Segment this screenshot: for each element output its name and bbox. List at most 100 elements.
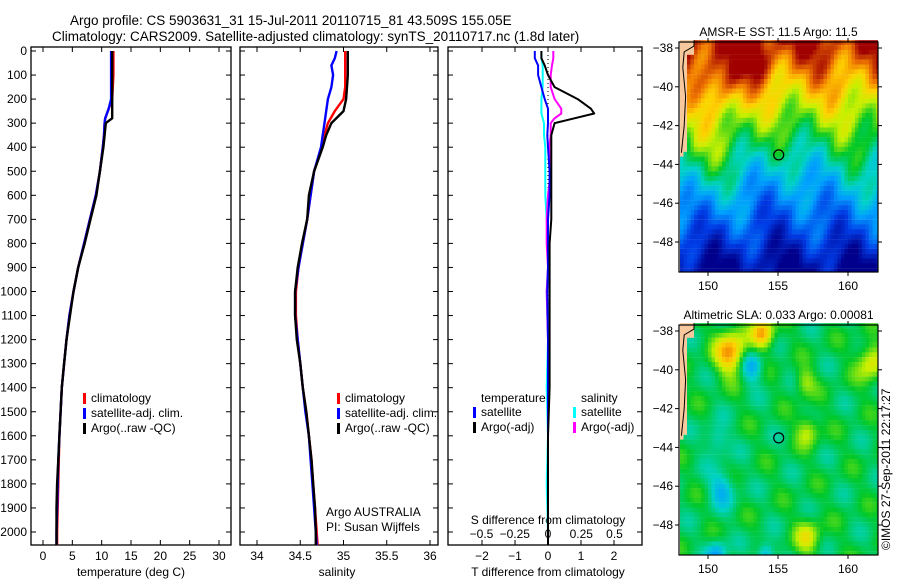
sla-map-cell: [715, 342, 719, 348]
sst-map-cell: [739, 83, 744, 89]
sst-map-cell: [837, 151, 842, 157]
sst-map-cell: [792, 205, 796, 211]
sst-map-cell: [792, 161, 796, 167]
sst-map-cell: [757, 79, 761, 84]
sst-map-cell: [680, 234, 684, 240]
sst-map-cell: [764, 243, 768, 249]
sst-map-cell: [743, 59, 747, 65]
sla-map-cell: [718, 429, 723, 435]
sst-map-cell: [781, 142, 786, 148]
sla-map-cell: [844, 381, 849, 387]
sla-map-cell: [806, 459, 810, 464]
sst-map-cell: [837, 161, 842, 167]
sst-map-cell: [753, 253, 758, 259]
sla-map-cell: [694, 371, 698, 377]
sst-map-cell: [872, 171, 877, 177]
sla-map-cell: [690, 429, 695, 435]
sla-map-cell: [837, 381, 842, 387]
sst-map-cell: [806, 180, 810, 186]
sst-map-cell: [809, 161, 814, 167]
sla-map-cell: [732, 429, 737, 435]
sst-map-cell: [876, 239, 878, 245]
sla-map-cell: [862, 468, 866, 474]
sla-map-cell: [792, 332, 796, 338]
sla-map-cell: [834, 478, 838, 484]
sst-map-cell: [799, 54, 803, 60]
sst-map-cell: [799, 142, 803, 148]
sst-map-cell: [865, 151, 870, 157]
sla-map-cell: [732, 425, 737, 431]
sst-map-cell: [799, 64, 803, 70]
sst-map-cell: [837, 108, 842, 114]
sst-map-cell: [806, 142, 810, 148]
sst-map-cell: [823, 166, 828, 172]
sla-map-cell: [729, 473, 733, 479]
sla-map-cell: [788, 459, 793, 464]
sla-map-cell: [718, 444, 723, 450]
sst-map-cell: [834, 214, 838, 220]
sst-map-cell: [799, 268, 803, 273]
sst-map-cell: [683, 137, 688, 143]
sst-map-cell: [778, 258, 782, 264]
sla-map-cell: [708, 337, 712, 343]
sst-map-cell: [858, 253, 863, 259]
sst-map-cell: [736, 234, 740, 240]
sst-map-cell: [848, 239, 852, 245]
sst-map-cell: [837, 219, 842, 225]
sst-map-cell: [701, 190, 705, 196]
sst-map-cell: [809, 64, 814, 70]
sst-map-cell: [757, 122, 761, 128]
sst-map-cell: [750, 113, 754, 118]
sla-map-cell: [869, 473, 873, 479]
sla-map-cell: [715, 366, 719, 372]
sla-map-cell: [687, 332, 691, 338]
sst-map-cell: [771, 190, 775, 196]
sst-map-cell: [802, 234, 807, 240]
sla-map-cell: [725, 386, 730, 392]
sla-map-cell: [743, 357, 747, 363]
sdiff-tick-label: −0.25: [500, 527, 531, 541]
sst-map-cell: [869, 59, 873, 65]
sla-map-cell: [697, 439, 702, 445]
sst-map-cell: [729, 127, 733, 133]
sst-map-cell: [820, 205, 824, 211]
sst-map-cell: [869, 93, 873, 99]
sst-map-cell: [799, 195, 803, 201]
sst-map-cell: [837, 229, 842, 235]
sst-map-cell: [851, 117, 856, 123]
sst-map-cell: [746, 117, 751, 123]
sla-map-cell: [823, 337, 828, 343]
sst-map-cell: [865, 239, 870, 245]
sla-map-cell: [781, 366, 786, 372]
sla-map-cell: [795, 473, 800, 479]
sla-map-cell: [743, 425, 747, 431]
sla-map-cell: [827, 332, 831, 338]
sst-map-cell: [757, 176, 761, 181]
sla-map-cell: [718, 371, 723, 377]
sst-map-cell: [690, 185, 695, 191]
sla-map-cell: [872, 425, 877, 431]
sla-map-cell: [725, 439, 730, 445]
sst-map-cell: [792, 268, 796, 273]
sla-map-cell: [795, 323, 800, 329]
sla-map-cell: [844, 337, 849, 343]
sla-map-cell: [771, 410, 775, 416]
sst-map-cell: [771, 210, 775, 215]
sla-map-cell: [718, 454, 723, 460]
sla-map-cell: [820, 391, 824, 397]
sst-map-cell: [823, 69, 828, 75]
sla-map-cell: [862, 371, 866, 377]
sst-map-cell: [816, 258, 821, 264]
sla-map-cell: [823, 357, 828, 363]
sst-map-cell: [694, 185, 698, 191]
sst-map-cell: [767, 234, 772, 240]
sst-map-cell: [865, 263, 870, 269]
depth-tick-label: 2000: [0, 525, 27, 539]
sla-map-cell: [834, 381, 838, 387]
sla-map-cell: [816, 396, 821, 401]
sla-map-cell: [827, 342, 831, 348]
sla-map-cell: [715, 381, 719, 387]
sst-map-cell: [809, 132, 814, 138]
sst-map-cell: [830, 103, 835, 109]
sla-map-cell: [820, 352, 824, 358]
